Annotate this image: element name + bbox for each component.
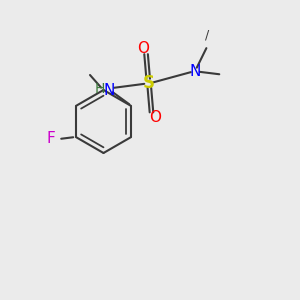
Text: S: S	[143, 74, 155, 92]
Text: N: N	[103, 83, 115, 98]
Text: O: O	[137, 41, 149, 56]
Text: F: F	[46, 131, 55, 146]
Text: O: O	[149, 110, 161, 125]
Text: N: N	[190, 64, 201, 79]
Text: H: H	[95, 82, 105, 96]
Text: /: /	[205, 29, 209, 42]
